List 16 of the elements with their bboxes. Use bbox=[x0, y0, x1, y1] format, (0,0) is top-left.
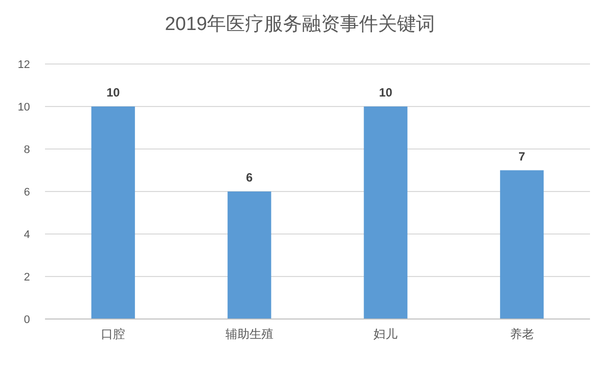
title: 2019年医疗服务融资事件关键词 bbox=[164, 14, 436, 35]
ytick: 10 bbox=[18, 102, 30, 114]
data-label: 10 bbox=[378, 86, 392, 100]
xtick: 辅助生殖 bbox=[225, 327, 274, 341]
ytick: 4 bbox=[24, 229, 30, 241]
data-label: 7 bbox=[518, 149, 526, 164]
ytick: 2 bbox=[24, 272, 30, 284]
ytick: 12 bbox=[18, 59, 30, 71]
xtick: 口腔 bbox=[101, 327, 126, 341]
ytick: 6 bbox=[24, 186, 30, 198]
ytick: 8 bbox=[24, 144, 30, 156]
data-label: 6 bbox=[246, 170, 253, 184]
data-label: 10 bbox=[106, 86, 120, 100]
ytick: 0 bbox=[24, 314, 30, 326]
xtick: 养老 bbox=[510, 327, 534, 341]
xtick: 妇儿 bbox=[374, 327, 398, 341]
